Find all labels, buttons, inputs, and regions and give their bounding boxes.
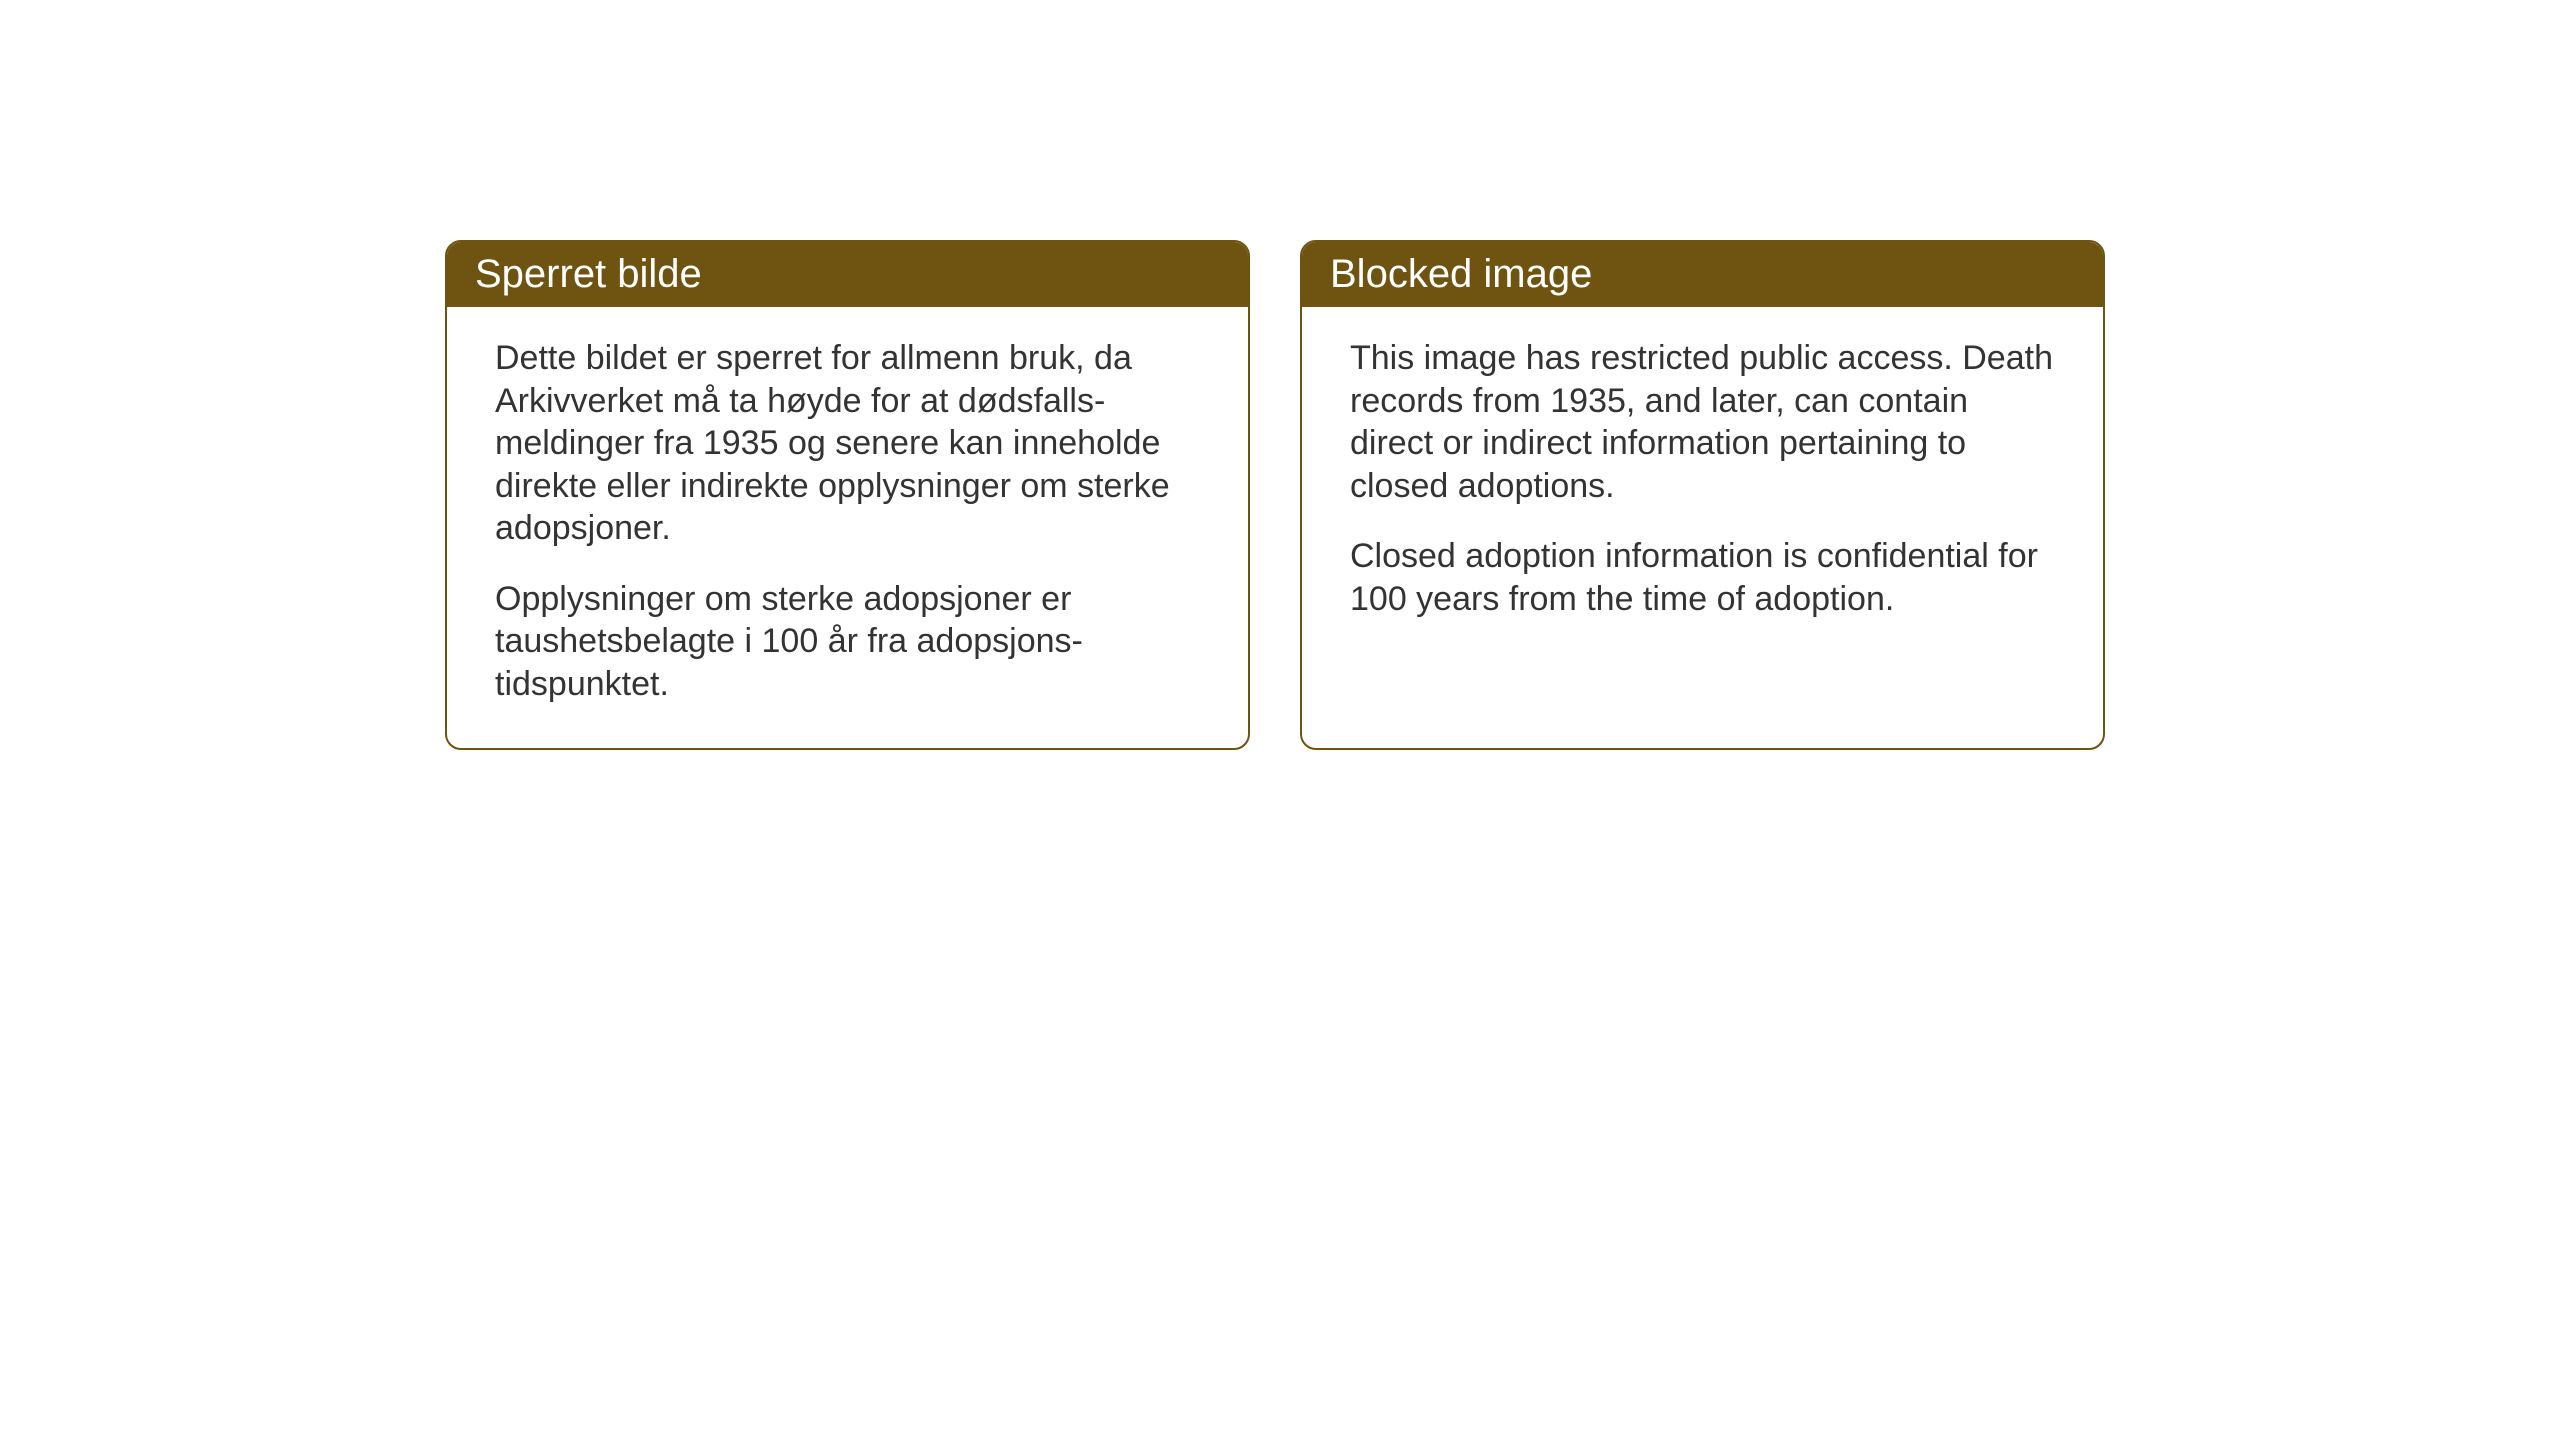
card-title-english: Blocked image xyxy=(1330,252,1592,296)
card-header-english: Blocked image xyxy=(1302,242,2103,307)
paragraph-1-english: This image has restricted public access.… xyxy=(1350,337,2055,507)
card-title-norwegian: Sperret bilde xyxy=(475,252,702,296)
card-header-norwegian: Sperret bilde xyxy=(447,242,1248,307)
paragraph-2-norwegian: Opplysninger om sterke adopsjoner er tau… xyxy=(495,578,1200,706)
paragraph-1-norwegian: Dette bildet er sperret for allmenn bruk… xyxy=(495,337,1200,550)
card-body-norwegian: Dette bildet er sperret for allmenn bruk… xyxy=(447,307,1248,745)
notice-container: Sperret bilde Dette bildet er sperret fo… xyxy=(445,240,2105,750)
paragraph-2-english: Closed adoption information is confident… xyxy=(1350,535,2055,620)
card-body-english: This image has restricted public access.… xyxy=(1302,307,2103,660)
notice-card-norwegian: Sperret bilde Dette bildet er sperret fo… xyxy=(445,240,1250,750)
notice-card-english: Blocked image This image has restricted … xyxy=(1300,240,2105,750)
